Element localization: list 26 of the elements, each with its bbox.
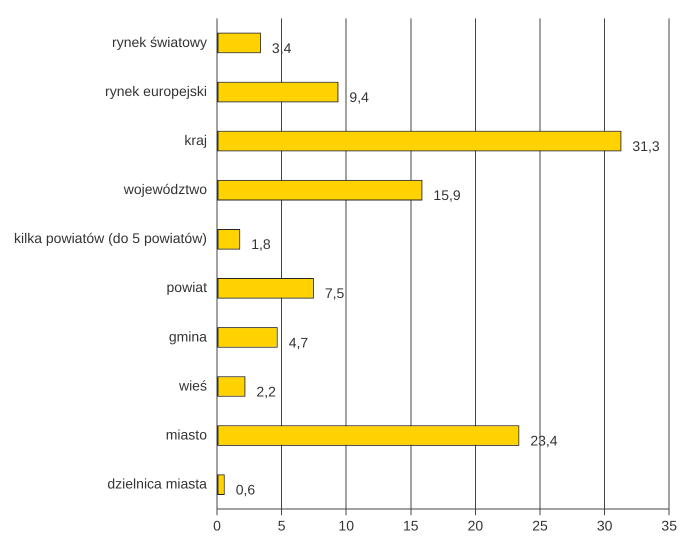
y-tick-label: kilka powiatów (do 5 powiatów) [14,230,207,246]
data-label: 2,2 [256,383,276,400]
x-tick-label: 25 [532,517,548,534]
y-tick-label: dzielnica miasta [107,476,208,492]
data-label: 15,9 [433,187,461,204]
y-tick-label: rynek europejski [105,82,207,99]
y-tick-label: kraj [184,132,207,148]
data-label: 31,3 [632,138,660,154]
data-label: 9,4 [349,88,370,105]
x-tick-label: 15 [403,517,419,534]
y-tick-label: gmina [168,328,208,344]
y-tick-label: miasto [166,426,208,442]
data-label: 1,8 [251,236,271,252]
data-label: 7,5 [324,285,345,302]
x-tick-label: 30 [596,517,613,534]
x-tick-label: 0 [213,517,222,534]
y-tick-label: wieś [178,377,207,394]
x-tick-label: 35 [661,517,678,534]
x-tick-label: 20 [468,517,484,534]
x-tick-label: 10 [338,517,354,534]
y-tick-label: województwo [122,181,208,198]
y-tick-label: rynek światowy [112,34,207,50]
y-tick-label: powiat [166,279,208,296]
x-tick-label: 5 [278,517,286,534]
data-label: 0,6 [236,482,256,498]
data-label: 4,7 [288,334,308,350]
